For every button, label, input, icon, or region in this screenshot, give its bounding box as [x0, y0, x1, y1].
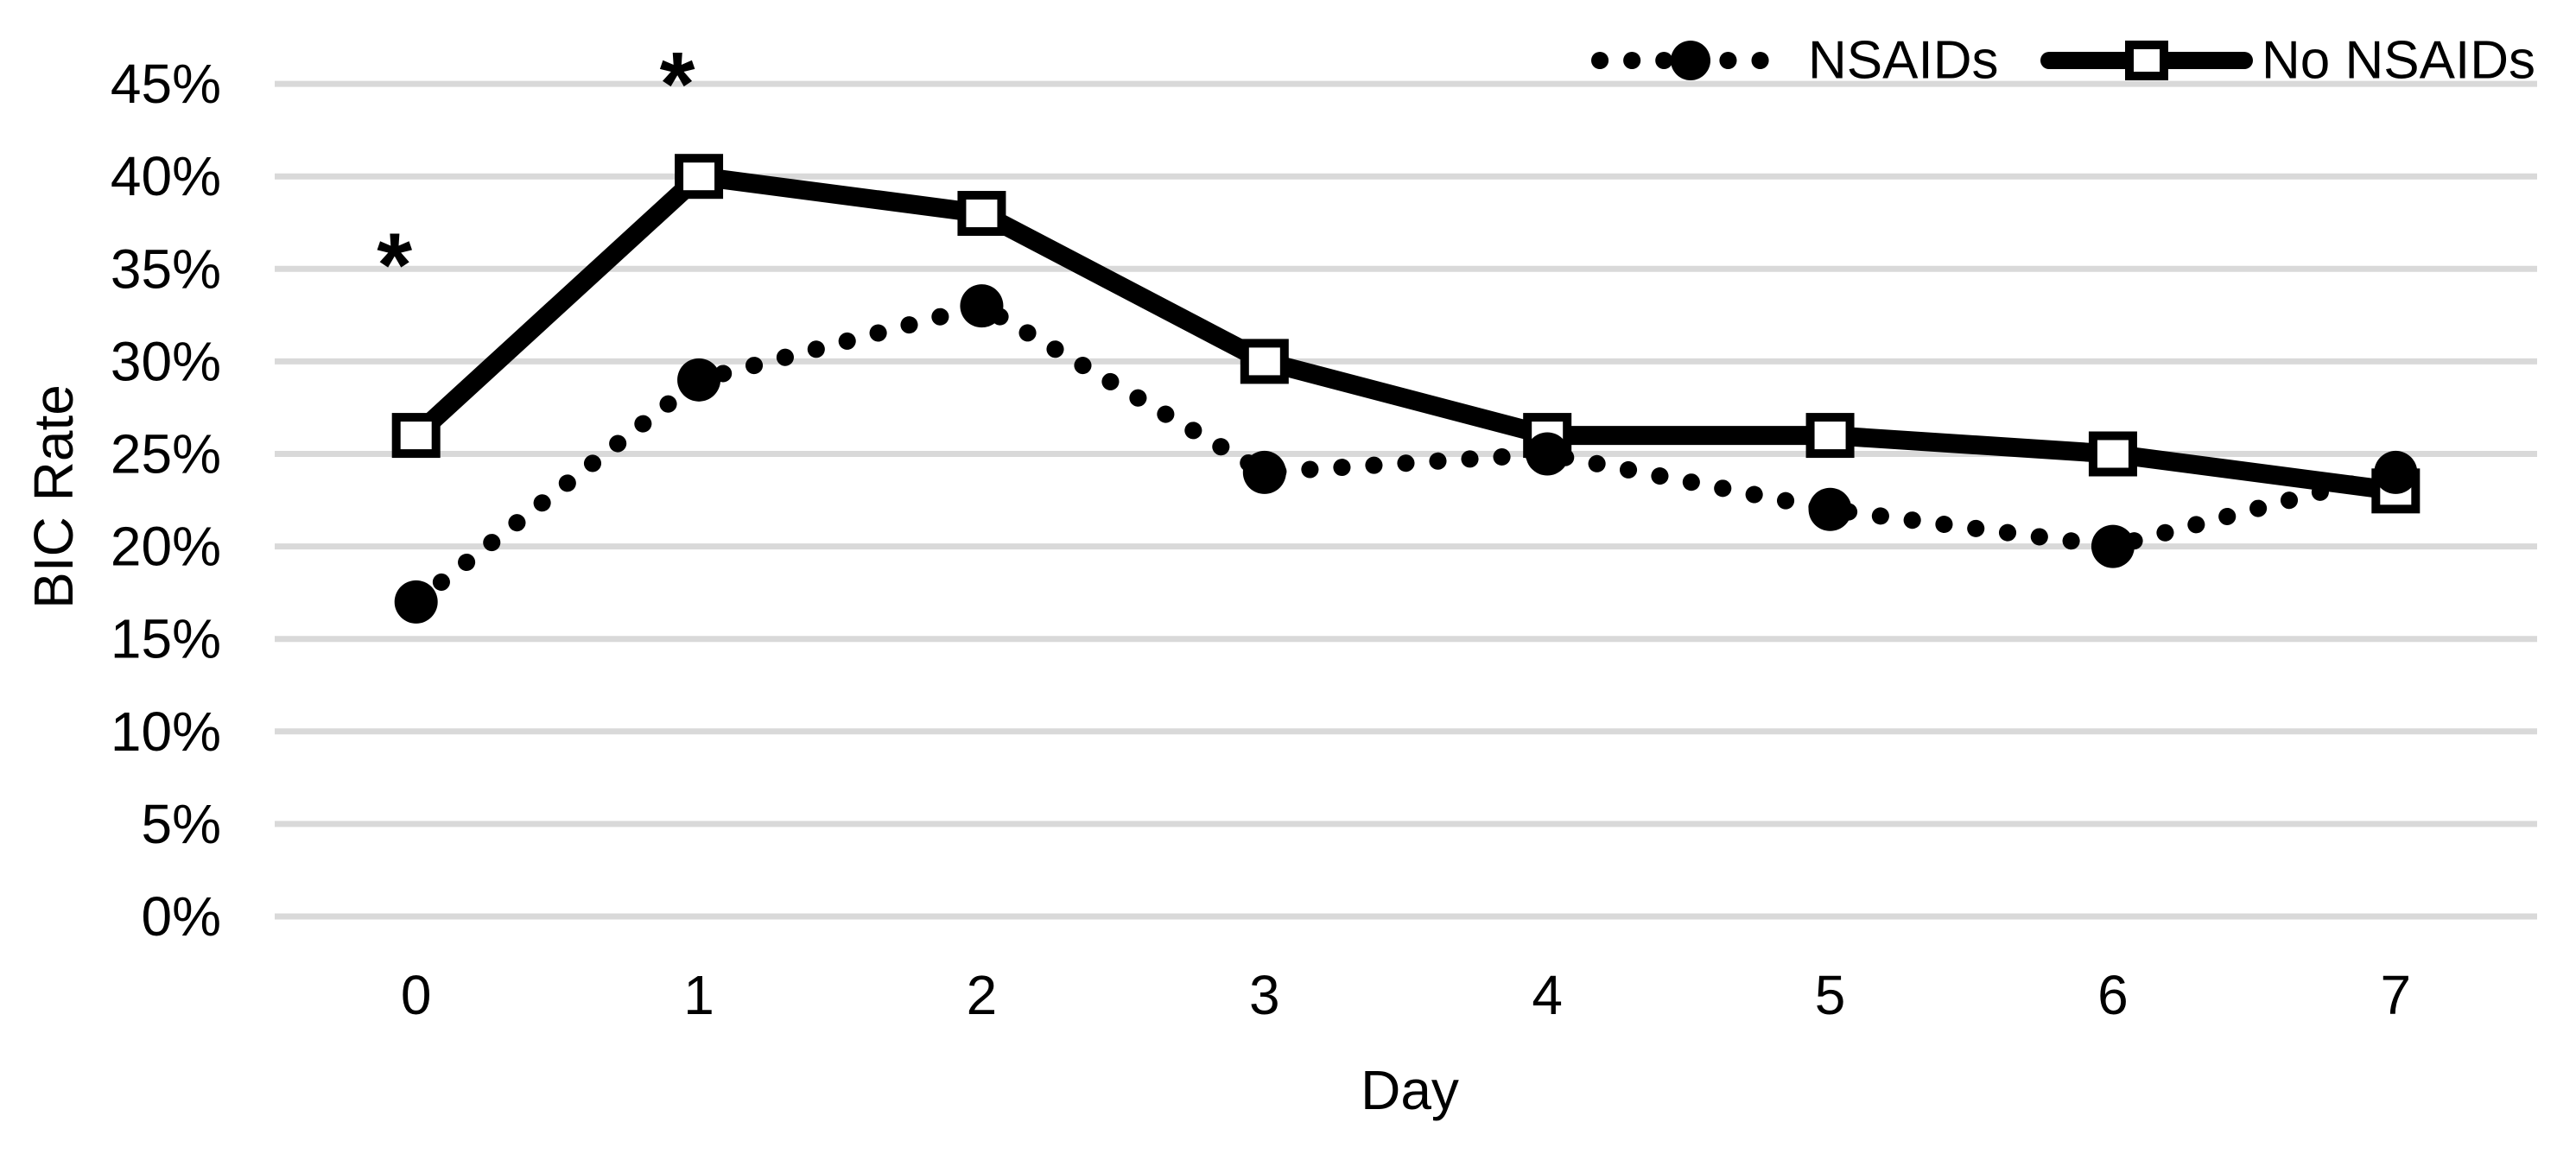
data-point-filled-circle: [394, 580, 438, 624]
y-tick-label: 40%: [111, 145, 221, 207]
x-tick-label: 4: [1532, 964, 1563, 1026]
significance-annotations-layer: **: [377, 34, 695, 316]
series-lines-layer: [406, 167, 2406, 611]
data-point-filled-circle: [960, 284, 1004, 328]
data-point-open-square: [2088, 431, 2137, 477]
series-line-no-nsaids: [406, 167, 2406, 501]
y-tick-label: 15%: [111, 608, 221, 670]
y-tick-label: 0%: [142, 885, 222, 948]
gridlines-layer: [275, 80, 2537, 920]
x-tick-label: 5: [1815, 964, 1846, 1026]
x-tick-label: 6: [2097, 964, 2129, 1026]
x-axis-tick-labels: 0 1 2 3 4 5 6 7: [401, 964, 2411, 1026]
data-point-open-square: [957, 191, 1006, 237]
legend-label-no-nsaids: No NSAIDs: [2262, 31, 2535, 91]
y-tick-label: 5%: [142, 793, 222, 855]
significance-asterisk: *: [377, 215, 412, 316]
y-tick-label: 35%: [111, 238, 221, 300]
x-tick-label: 3: [1249, 964, 1280, 1026]
series-line-nsaids: [407, 297, 2405, 611]
data-point-filled-circle: [1808, 487, 1852, 531]
data-point-filled-circle: [2091, 524, 2135, 568]
legend-sample-filled-circle: [1671, 41, 1710, 80]
data-point-open-square: [391, 413, 441, 459]
significance-asterisk: *: [660, 34, 695, 135]
data-point-open-square: [1805, 413, 1855, 459]
data-point-filled-circle: [1526, 432, 1570, 476]
data-point-open-square: [1240, 339, 1289, 384]
y-tick-label: 10%: [111, 701, 221, 763]
legend-sample-open-square: [2125, 41, 2168, 80]
y-axis-title: BIC Rate: [22, 384, 85, 609]
y-tick-label: 25%: [111, 423, 221, 485]
x-tick-label: 0: [401, 964, 432, 1026]
legend-samples-layer: [1591, 41, 2253, 80]
series-markers-layer: [391, 154, 2421, 624]
y-tick-label: 30%: [111, 330, 221, 392]
data-point-open-square: [675, 154, 724, 200]
data-point-filled-circle: [2374, 450, 2418, 494]
y-axis-tick-labels: 0% 5% 10% 15% 20% 25% 30% 35% 40% 45%: [111, 53, 221, 948]
x-tick-label: 1: [683, 964, 714, 1026]
y-tick-label: 45%: [111, 53, 221, 115]
y-tick-label: 20%: [111, 516, 221, 578]
legend-label-nsaids: NSAIDs: [1808, 31, 1998, 91]
x-tick-label: 7: [2381, 964, 2412, 1026]
data-point-filled-circle: [677, 358, 721, 402]
x-tick-label: 2: [967, 964, 998, 1026]
data-point-filled-circle: [1242, 450, 1286, 494]
x-axis-title: Day: [1361, 1059, 1459, 1121]
